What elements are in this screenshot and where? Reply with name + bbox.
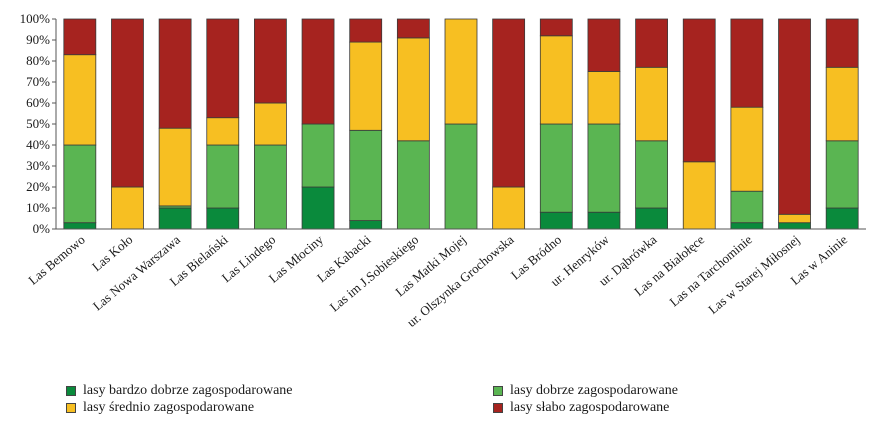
bar-segment-3 [111, 18, 144, 188]
bar-segment-3 [396, 18, 430, 39]
bar-segment-1 [730, 190, 764, 224]
bar-segment-1 [444, 123, 478, 230]
y-tick-label: 50% [26, 116, 50, 131]
bar-segment-0 [63, 222, 97, 230]
bar-segment-0 [587, 211, 621, 230]
bar-segment-0 [778, 222, 811, 230]
y-tick-label: 90% [26, 32, 50, 47]
bar-segment-2 [730, 106, 764, 192]
x-tick-label: Las im J.Sobieskiego [327, 232, 422, 315]
bar-segment-3 [301, 18, 335, 125]
y-tick-label: 0% [33, 221, 51, 236]
bar-segment-0 [158, 207, 192, 230]
y-tick-label: 20% [26, 179, 50, 194]
bar-segment-2 [349, 41, 383, 131]
bar-segment-2 [492, 186, 526, 230]
bar-segment-0 [635, 207, 668, 230]
bar-segment-2 [444, 18, 478, 125]
bar-segment-3 [206, 18, 240, 119]
bar-segment-3 [254, 18, 287, 104]
x-tick-label: Las na Tarchominie [666, 232, 755, 310]
bar-segment-3 [587, 18, 621, 72]
bar-segment-3 [539, 18, 573, 37]
x-tick-label: Las w Starej Miłosnej [705, 232, 802, 317]
bar-segment-1 [301, 123, 335, 188]
bar-segment-1 [396, 140, 430, 230]
y-tick-label: 80% [26, 53, 50, 68]
bar-segment-2 [396, 37, 430, 142]
plot-area [63, 18, 859, 230]
bar-segment-3 [682, 18, 716, 163]
bar-segment-0 [301, 186, 335, 230]
bar-segment-1 [635, 140, 668, 209]
bar-segment-1 [254, 144, 287, 230]
bar-segment-2 [682, 161, 716, 230]
bar-segment-2 [778, 213, 811, 224]
bar-segment-0 [825, 207, 859, 230]
bar-segment-3 [349, 18, 383, 43]
bar-segment-3 [158, 18, 192, 129]
bar-segment-1 [587, 123, 621, 213]
bar-segment-1 [539, 123, 573, 213]
bar-segment-3 [635, 18, 668, 68]
bar-segment-0 [349, 220, 383, 230]
bar-segment-3 [492, 18, 526, 188]
bar-segment-3 [778, 18, 811, 215]
bar-segment-3 [63, 18, 97, 56]
bar-segment-3 [730, 18, 764, 108]
bar-segment-2 [587, 71, 621, 125]
bar-segment-3 [825, 18, 859, 68]
x-tick-label: Las Bemowo [25, 232, 87, 288]
bar-segment-2 [111, 186, 144, 230]
bar-segment-2 [539, 35, 573, 125]
y-tick-label: 30% [26, 158, 50, 173]
bar-segment-2 [158, 127, 192, 207]
x-tick-label: Las Nowa Warszawa [90, 232, 183, 314]
y-tick-label: 70% [26, 74, 50, 89]
bar-segment-2 [63, 54, 97, 146]
bar-segment-2 [206, 117, 240, 146]
bar-segment-2 [825, 66, 859, 142]
bar-segment-0 [206, 207, 240, 230]
bar-segment-2 [635, 66, 668, 142]
bar-segment-2 [254, 102, 287, 146]
y-axis: 0% 10% 20% 30% 40% 50% 60% 70% 80% 90% 100% [20, 11, 57, 236]
bar-segment-1 [825, 140, 859, 209]
x-tick-label: Las Koło [89, 232, 135, 274]
bar-segment-1 [349, 129, 383, 222]
bar-segment-0 [730, 222, 764, 230]
y-tick-label: 40% [26, 137, 50, 152]
y-tick-label: 10% [26, 200, 50, 215]
bar-segment-1 [63, 144, 97, 224]
y-tick-label: 100% [20, 11, 51, 26]
bar-segment-0 [539, 211, 573, 230]
bar-segment-1 [206, 144, 240, 209]
y-tick-label: 60% [26, 95, 50, 110]
